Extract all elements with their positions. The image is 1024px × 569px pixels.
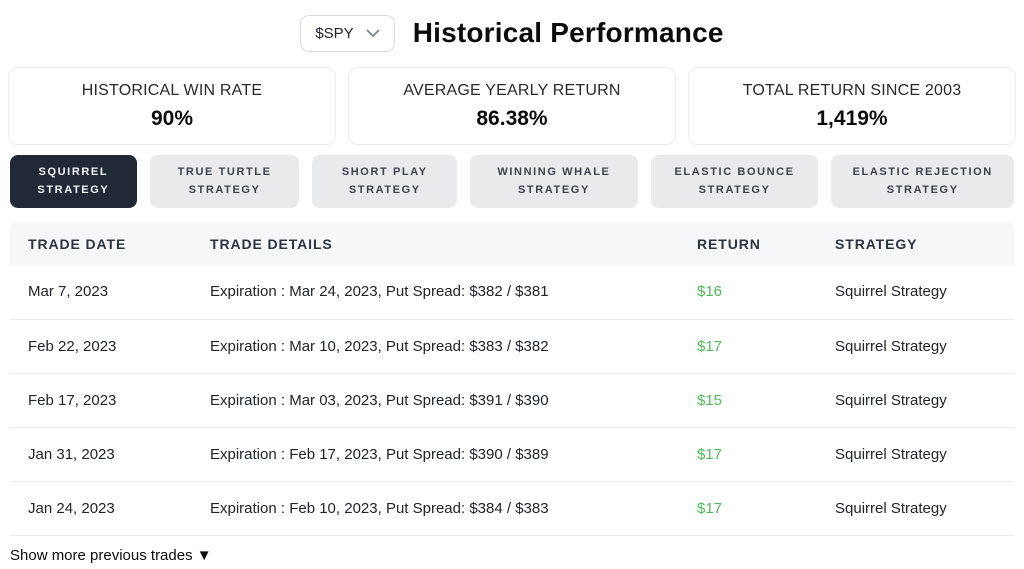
stat-card-total-return: TOTAL RETURN SINCE 2003 1,419% — [688, 67, 1016, 145]
trade-details-cell: Expiration : Feb 17, 2023, Put Spread: $… — [210, 427, 697, 482]
return-cell: $15 — [697, 373, 835, 428]
tab-true-turtle-strategy[interactable]: TRUE TURTLE STRATEGY — [149, 155, 300, 208]
table-header-row: TRADE DATE TRADE DETAILS RETURN STRATEGY — [10, 222, 1014, 265]
tab-elastic-rejection-strategy[interactable]: ELASTIC REJECTION STRATEGY — [831, 155, 1015, 208]
show-more-trades-button[interactable]: Show more previous trades ▼ — [10, 546, 212, 564]
stat-card-win-rate: HISTORICAL WIN RATE 90% — [8, 67, 336, 145]
tab-squirrel-strategy[interactable]: SQUIRREL STRATEGY — [10, 155, 137, 208]
ticker-select[interactable]: $SPY — [300, 14, 395, 52]
stat-cards: HISTORICAL WIN RATE 90% AVERAGE YEARLY R… — [0, 67, 1024, 145]
column-header-trade-date: TRADE DATE — [10, 222, 210, 265]
stat-value: 86.38% — [476, 106, 548, 130]
trade-date-cell: Feb 17, 2023 — [10, 373, 210, 428]
page-header: $SPY Historical Performance — [0, 0, 1024, 52]
ticker-select-value: $SPY — [315, 24, 354, 42]
column-header-trade-details: TRADE DETAILS — [210, 222, 697, 265]
strategy-cell: Squirrel Strategy — [835, 481, 1014, 536]
table-row: Jan 31, 2023 Expiration : Feb 17, 2023, … — [10, 427, 1014, 482]
table-row: Jan 24, 2023 Expiration : Feb 10, 2023, … — [10, 481, 1014, 536]
return-cell: $17 — [697, 481, 835, 536]
strategy-cell: Squirrel Strategy — [835, 373, 1014, 428]
table-row: Feb 22, 2023 Expiration : Mar 10, 2023, … — [10, 319, 1014, 374]
column-header-return: RETURN — [697, 222, 835, 265]
tab-elastic-bounce-strategy[interactable]: ELASTIC BOUNCE STRATEGY — [650, 155, 819, 208]
stat-label: HISTORICAL WIN RATE — [81, 81, 263, 99]
trade-details-cell: Expiration : Feb 10, 2023, Put Spread: $… — [210, 481, 697, 536]
strategy-cell: Squirrel Strategy — [835, 427, 1014, 482]
trade-date-cell: Jan 31, 2023 — [10, 427, 210, 482]
table-row: Mar 7, 2023 Expiration : Mar 24, 2023, P… — [10, 265, 1014, 320]
trade-details-cell: Expiration : Mar 10, 2023, Put Spread: $… — [210, 319, 697, 374]
strategy-cell: Squirrel Strategy — [835, 265, 1014, 320]
return-cell: $17 — [697, 319, 835, 374]
strategy-cell: Squirrel Strategy — [835, 319, 1014, 374]
trades-table: TRADE DATE TRADE DETAILS RETURN STRATEGY… — [10, 222, 1014, 536]
stat-value: 90% — [150, 106, 194, 130]
trade-details-cell: Expiration : Mar 24, 2023, Put Spread: $… — [210, 265, 697, 320]
stat-label: TOTAL RETURN SINCE 2003 — [742, 81, 962, 99]
stat-card-avg-yearly-return: AVERAGE YEARLY RETURN 86.38% — [348, 67, 676, 145]
strategy-tabs: SQUIRREL STRATEGY TRUE TURTLE STRATEGY S… — [0, 155, 1024, 208]
stat-value: 1,419% — [816, 106, 888, 130]
trade-date-cell: Mar 7, 2023 — [10, 265, 210, 320]
trade-date-cell: Feb 22, 2023 — [10, 319, 210, 374]
return-cell: $16 — [697, 265, 835, 320]
chevron-down-icon — [366, 29, 380, 38]
trade-date-cell: Jan 24, 2023 — [10, 481, 210, 536]
tab-short-play-strategy[interactable]: SHORT PLAY STRATEGY — [312, 155, 458, 208]
column-header-strategy: STRATEGY — [835, 222, 1014, 265]
page-title: Historical Performance — [412, 17, 724, 48]
tab-winning-whale-strategy[interactable]: WINNING WHALE STRATEGY — [470, 155, 638, 208]
table-row: Feb 17, 2023 Expiration : Mar 03, 2023, … — [10, 373, 1014, 428]
return-cell: $17 — [697, 427, 835, 482]
trade-details-cell: Expiration : Mar 03, 2023, Put Spread: $… — [210, 373, 697, 428]
stat-label: AVERAGE YEARLY RETURN — [403, 81, 621, 99]
